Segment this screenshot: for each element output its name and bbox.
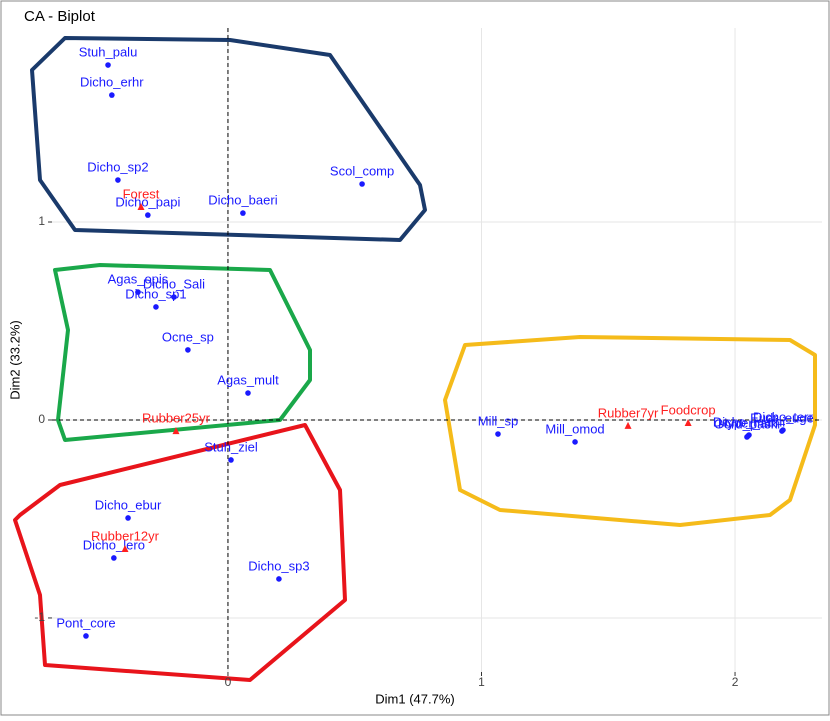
hull: [443, 335, 817, 527]
point-label: Dicho_baeri: [208, 193, 277, 208]
point: [276, 576, 282, 582]
point-label: Hyper_afri: [718, 415, 778, 430]
x-tick-label: 2: [732, 675, 739, 689]
point: [172, 427, 180, 435]
point-label: Mill_omod: [545, 421, 604, 436]
hulls: [13, 36, 817, 682]
point-label: Rubber12yr: [91, 528, 160, 543]
point: [684, 418, 692, 426]
point: [121, 545, 129, 553]
y-tick-label: -1: [34, 610, 45, 624]
point: [109, 92, 115, 98]
x-tick-label: 0: [225, 675, 232, 689]
point: [125, 515, 131, 521]
point-label: Dicho_mami: [713, 414, 785, 429]
point: [135, 289, 141, 295]
hull: [30, 36, 427, 242]
point-label: Dicho_terr: [753, 410, 814, 425]
y-tick-label: 1: [38, 214, 45, 228]
point: [111, 555, 117, 561]
point-label: Ocne_sp: [162, 329, 214, 344]
y-axis-title: Dim2 (33.2%): [7, 320, 22, 399]
point-label: Dicho_lero: [83, 537, 145, 552]
point: [185, 347, 191, 353]
point-label: Gord_paski: [714, 416, 781, 431]
x-tick-label: 1: [478, 675, 485, 689]
point-label: Dicho_erhr: [80, 75, 144, 90]
point-label: Foodcrop: [661, 402, 716, 417]
hull: [13, 423, 347, 682]
x-axis-title: Dim1 (47.7%): [375, 691, 454, 706]
point-label: Scol_comp: [330, 163, 394, 178]
point: [245, 390, 251, 396]
hull: [53, 263, 312, 442]
point: [115, 177, 121, 183]
point-label: Rubber7yr: [598, 405, 659, 420]
point-label: Dicho_ebur: [95, 497, 162, 512]
point: [744, 434, 750, 440]
point-label: Forest: [123, 186, 160, 201]
point: [359, 181, 365, 187]
point-label: Dicho_papi: [115, 195, 180, 210]
chart-title: CA - Biplot: [24, 8, 96, 25]
point: [137, 202, 145, 210]
point-label: Mill_sp: [478, 413, 518, 428]
point-label: Stuh_ziel: [204, 439, 258, 454]
point: [105, 62, 111, 68]
point-label: Dicho_sp2: [87, 159, 148, 174]
point-label: Pont_core: [56, 615, 115, 630]
point-label: Dicho_sp3: [248, 558, 309, 573]
point: [171, 294, 177, 300]
point: [779, 428, 785, 434]
point: [228, 457, 234, 463]
point: [572, 439, 578, 445]
point: [624, 421, 632, 429]
point-label: Agas_mult: [217, 372, 279, 387]
point: [153, 304, 159, 310]
point-label: Rubber25yr: [142, 411, 211, 426]
point-label: Agas_opis: [108, 272, 169, 287]
point-label: Eudr_euge: [750, 411, 814, 426]
point-label: Dicho_Sali: [143, 276, 205, 291]
point: [495, 431, 501, 437]
point: [83, 633, 89, 639]
point: [240, 210, 246, 216]
y-tick-label: 0: [38, 412, 45, 426]
point-label: Dicho_sp1: [125, 286, 186, 301]
point: [145, 212, 151, 218]
point-label: Stuh_palu: [79, 44, 138, 59]
